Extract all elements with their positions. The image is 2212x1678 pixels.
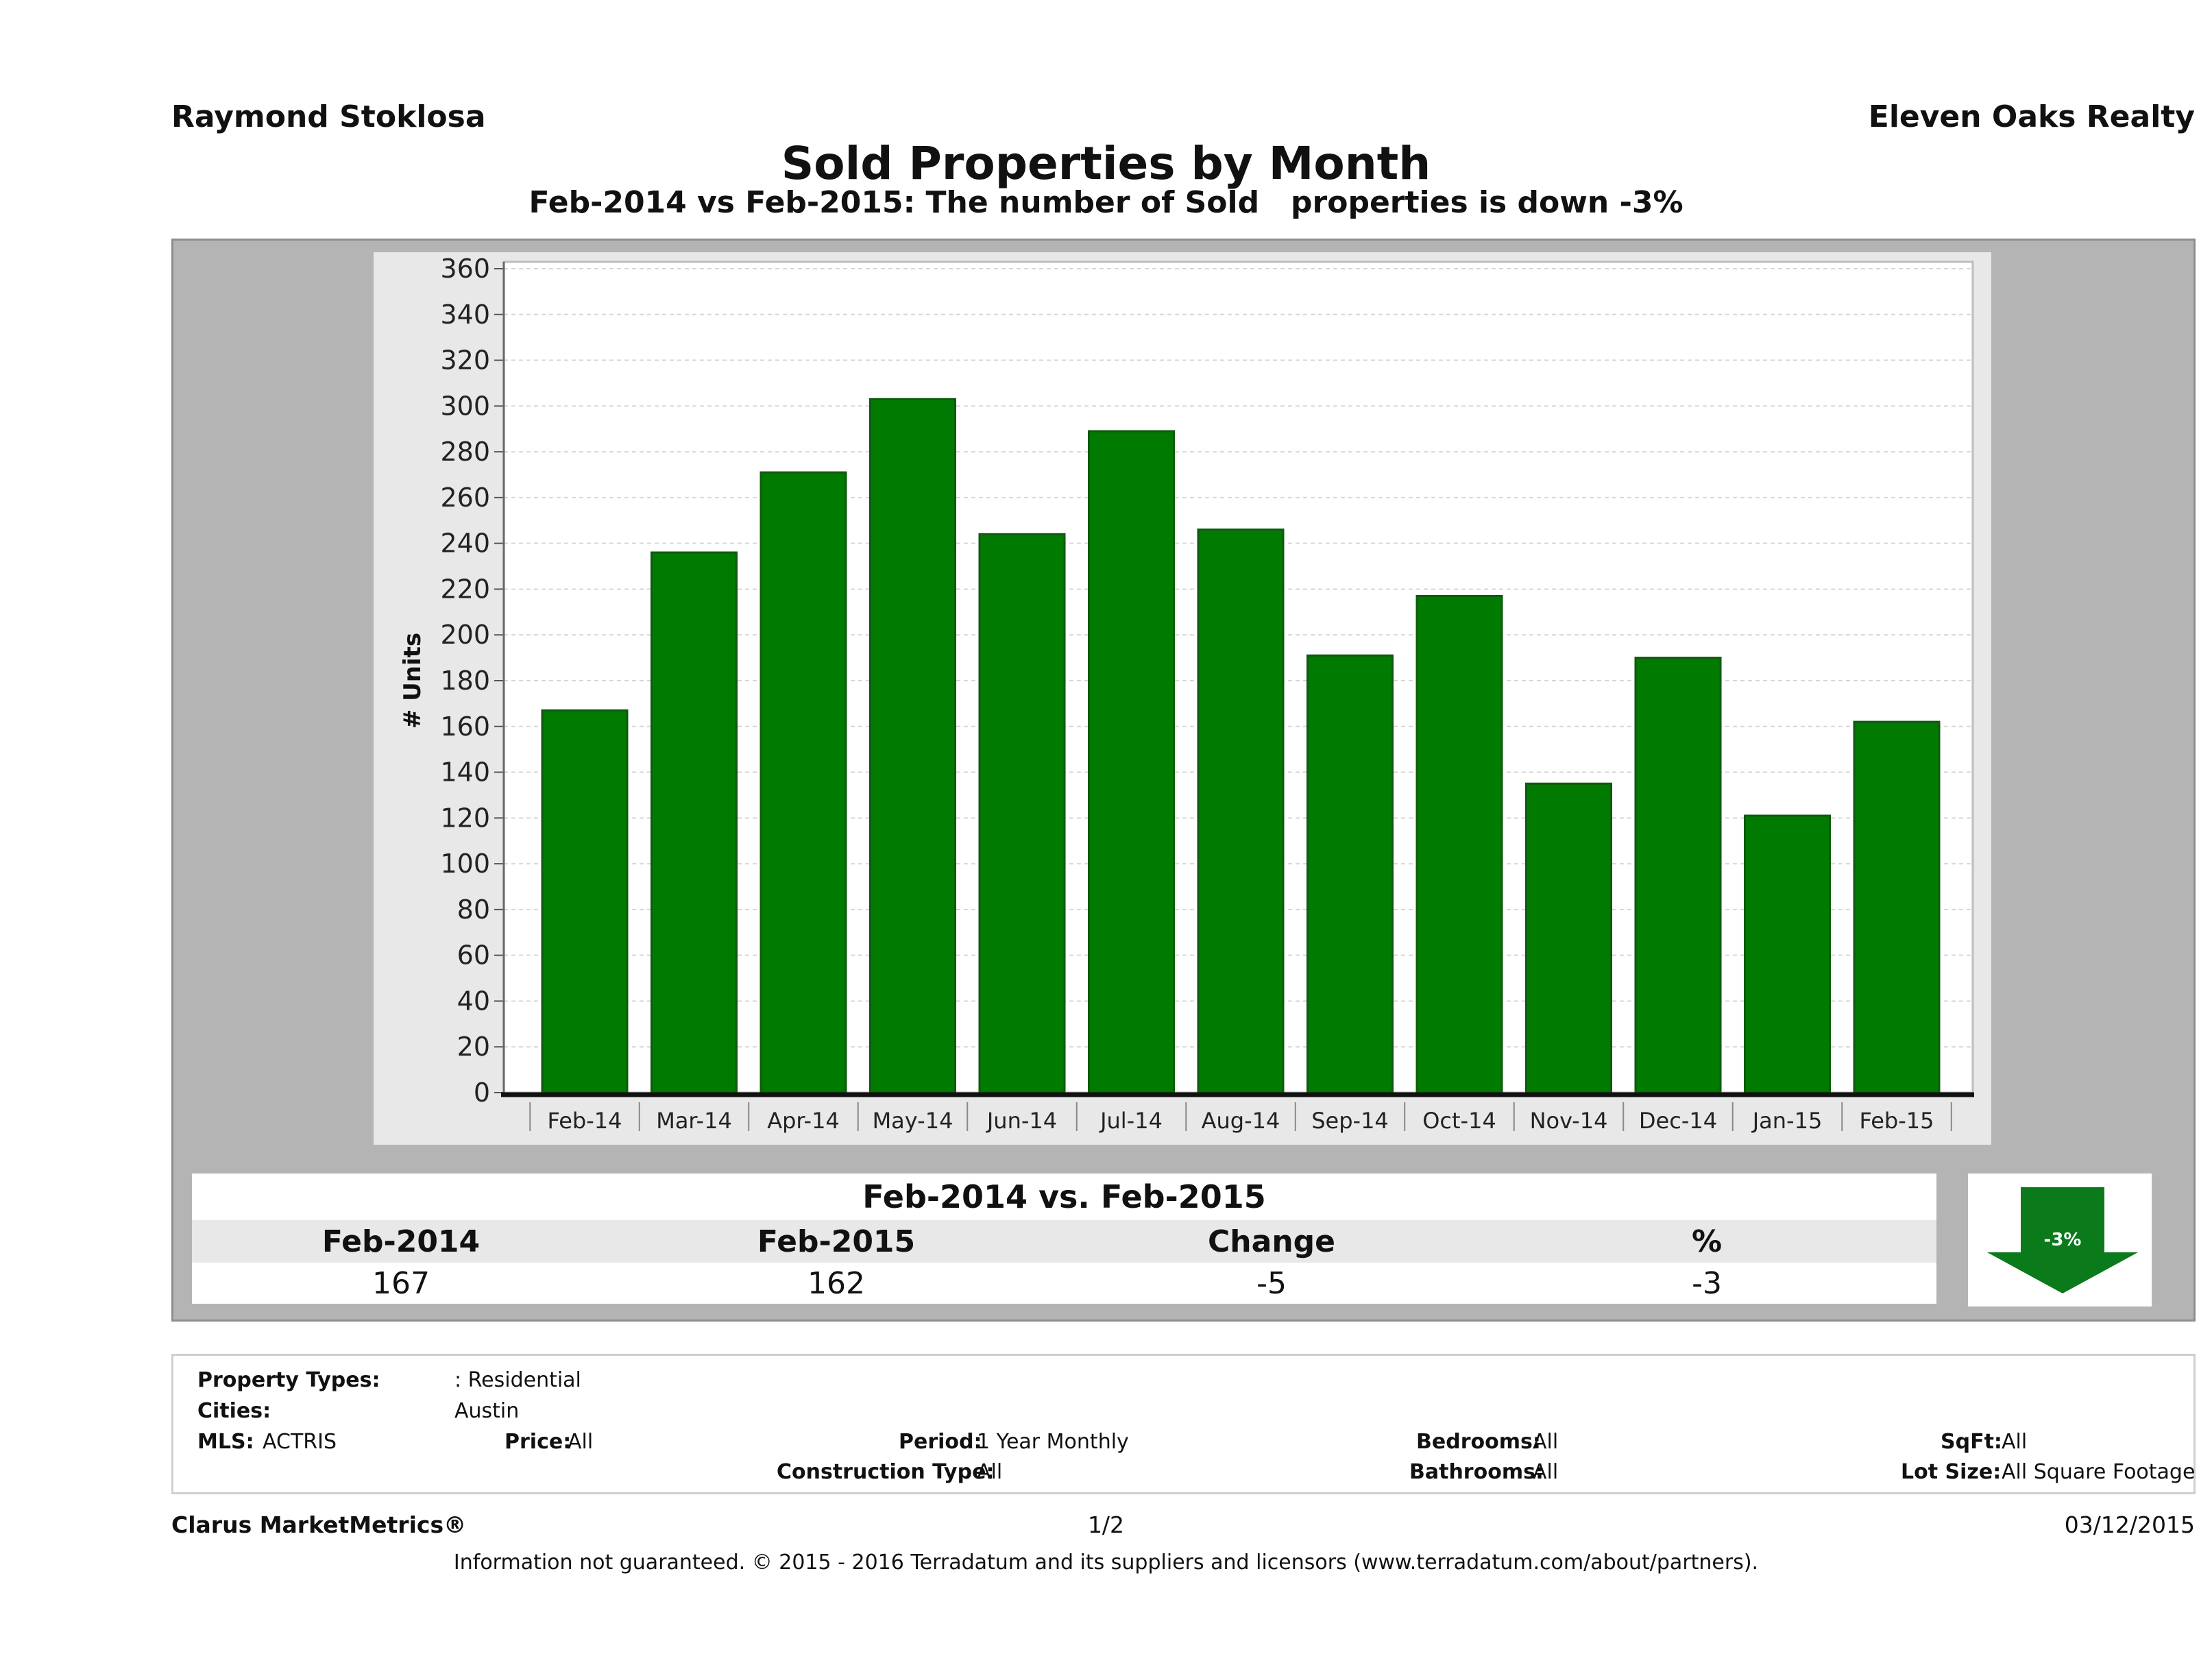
lot-size-value: All Square Footage bbox=[2002, 1460, 2196, 1484]
y-tick-label: 280 bbox=[440, 437, 490, 467]
price-value: All bbox=[568, 1430, 594, 1454]
x-tick-label: Sep-14 bbox=[1311, 1108, 1389, 1134]
y-tick-label: 260 bbox=[440, 483, 490, 513]
y-tick-label: 360 bbox=[440, 254, 490, 284]
y-tick-label: 160 bbox=[440, 712, 490, 742]
y-tick-label: 40 bbox=[457, 986, 490, 1016]
y-tick-label: 0 bbox=[474, 1078, 490, 1108]
y-tick-label: 120 bbox=[440, 803, 490, 833]
x-tick-label: Apr-14 bbox=[767, 1108, 840, 1134]
bar bbox=[869, 398, 956, 1094]
y-axis-label: # Units bbox=[399, 633, 426, 729]
x-tick-label: Jun-14 bbox=[986, 1108, 1057, 1134]
col-change: Change bbox=[1208, 1224, 1335, 1259]
mls-value: ACTRIS bbox=[263, 1430, 337, 1454]
property-types-label: Property Types: bbox=[197, 1368, 380, 1392]
x-tick-label: Feb-15 bbox=[1860, 1108, 1934, 1134]
construction-type-value: All bbox=[977, 1460, 1003, 1484]
comparison-header-row: Feb-2014 Feb-2015 Change % bbox=[192, 1220, 1936, 1263]
bar-chart: 0 20 40 60 80 100 120 140 160 180 200 220 240 260 280 3… bbox=[399, 254, 1974, 1134]
sqft-label: SqFt: bbox=[1941, 1430, 2002, 1454]
col-percent: % bbox=[1691, 1224, 1723, 1259]
x-tick-label: Aug-14 bbox=[1202, 1108, 1280, 1134]
x-tick-label: May-14 bbox=[873, 1108, 953, 1134]
value-feb-2015: 162 bbox=[807, 1266, 865, 1301]
x-tick-label: Mar-14 bbox=[656, 1108, 732, 1134]
bar bbox=[1197, 528, 1285, 1094]
price-label: Price: bbox=[505, 1430, 572, 1454]
lot-size-label: Lot Size: bbox=[1901, 1460, 2002, 1484]
comparison-heading: Feb-2014 vs. Feb-2015 bbox=[192, 1174, 1936, 1220]
brand-label: Clarus MarketMetrics® bbox=[171, 1511, 467, 1538]
value-change: -5 bbox=[1256, 1266, 1287, 1301]
bathrooms-label: Bathrooms: bbox=[1409, 1460, 1544, 1484]
y-tick-label: 200 bbox=[440, 620, 490, 650]
x-tick-label: Jul-14 bbox=[1099, 1108, 1163, 1134]
agent-name: Raymond Stoklosa bbox=[171, 99, 486, 134]
bathrooms-value: All bbox=[1533, 1460, 1559, 1484]
filter-summary: Property Types: : Residential Cities: Au… bbox=[171, 1354, 2196, 1494]
bar bbox=[1415, 594, 1503, 1094]
bar bbox=[1744, 814, 1831, 1094]
y-tick-label: 80 bbox=[457, 895, 490, 925]
chart-subtitle: Feb-2014 vs Feb-2015: The number of Sold… bbox=[528, 185, 1684, 220]
x-tick-label: Dec-14 bbox=[1639, 1108, 1717, 1134]
x-tick-label: Nov-14 bbox=[1530, 1108, 1608, 1134]
bar bbox=[1525, 782, 1612, 1094]
mls-label: MLS: bbox=[197, 1430, 254, 1454]
disclaimer: Information not guaranteed. © 2015 - 201… bbox=[453, 1551, 1759, 1574]
y-tick-label: 180 bbox=[440, 666, 490, 696]
sqft-value: All bbox=[2002, 1430, 2028, 1454]
cities-value: Austin bbox=[454, 1399, 520, 1423]
cities-label: Cities: bbox=[197, 1399, 271, 1423]
value-feb-2014: 167 bbox=[372, 1266, 430, 1301]
bedrooms-label: Bedrooms: bbox=[1416, 1430, 1541, 1454]
change-badge-label: -3% bbox=[2044, 1230, 2082, 1250]
y-tick-label: 300 bbox=[440, 391, 490, 421]
bar bbox=[1088, 430, 1175, 1094]
comparison-table: Feb-2014 vs. Feb-2015 Feb-2014 Feb-2015 … bbox=[192, 1174, 1936, 1307]
page-number: 1/2 bbox=[1087, 1511, 1125, 1538]
period-value: 1 Year Monthly bbox=[977, 1430, 1129, 1454]
bar bbox=[1634, 657, 1722, 1094]
comparison-value-row: 167 162 -5 -3 bbox=[192, 1263, 1936, 1304]
y-tick-label: 140 bbox=[440, 757, 490, 788]
company-name: Eleven Oaks Realty bbox=[1868, 99, 2195, 134]
chart-area: 0 20 40 60 80 100 120 140 160 180 200 220 240 260 280 3… bbox=[374, 252, 1991, 1145]
bar bbox=[759, 471, 847, 1094]
bedrooms-value: All bbox=[1533, 1430, 1559, 1454]
x-tick-label: Oct-14 bbox=[1422, 1108, 1496, 1134]
construction-type-label: Construction Type: bbox=[777, 1460, 995, 1484]
col-feb-2015: Feb-2015 bbox=[757, 1224, 916, 1259]
bar bbox=[1853, 720, 1941, 1094]
x-tick-label: Jan-15 bbox=[1751, 1108, 1823, 1134]
y-tick-label: 240 bbox=[440, 528, 490, 559]
period-label: Period: bbox=[899, 1430, 982, 1454]
bar bbox=[1306, 654, 1394, 1094]
bar bbox=[541, 709, 629, 1094]
y-tick-label: 340 bbox=[440, 300, 490, 330]
report-date: 03/12/2015 bbox=[2064, 1511, 2195, 1538]
chart-title: Sold Properties by Month bbox=[781, 137, 1431, 190]
col-feb-2014: Feb-2014 bbox=[321, 1224, 481, 1259]
bar bbox=[978, 533, 1066, 1094]
down-arrow-icon bbox=[1987, 1187, 2138, 1293]
change-badge: -3% bbox=[1968, 1174, 2152, 1306]
property-types-value: : Residential bbox=[454, 1368, 581, 1392]
value-percent: -3 bbox=[1692, 1266, 1722, 1301]
y-tick-label: 320 bbox=[440, 345, 490, 376]
bar bbox=[651, 551, 738, 1094]
y-tick-label: 20 bbox=[457, 1032, 490, 1062]
y-tick-label: 60 bbox=[457, 940, 490, 971]
y-tick-label: 100 bbox=[440, 849, 490, 879]
y-tick-label: 220 bbox=[440, 574, 490, 604]
x-tick-label: Feb-14 bbox=[548, 1108, 622, 1134]
